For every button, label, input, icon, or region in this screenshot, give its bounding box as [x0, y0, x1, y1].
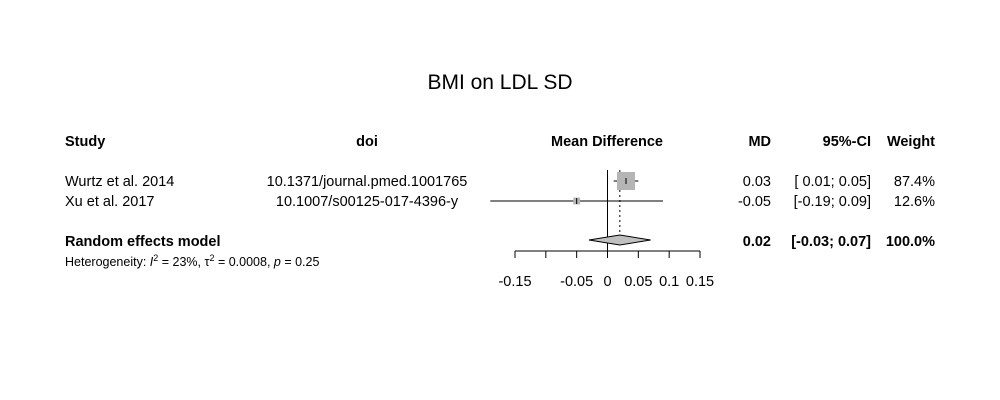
pooled-md: 0.02: [743, 234, 771, 250]
study-name-2: Xu et al. 2017: [65, 194, 155, 210]
header-doi: doi: [356, 134, 378, 150]
x-tick-label-3: 0: [603, 274, 611, 290]
study-name-1: Wurtz et al. 2014: [65, 174, 174, 190]
x-tick-label-6: 0.15: [686, 274, 714, 290]
header-weight: Weight: [887, 134, 935, 150]
chart-title: BMI on LDL SD: [427, 71, 572, 94]
study-ci-2: [-0.19; 0.09]: [794, 194, 871, 210]
x-tick-label-2: -0.05: [560, 274, 593, 290]
pooled-label: Random effects model: [65, 234, 221, 250]
study-md-1: 0.03: [743, 174, 771, 190]
pooled-diamond: [588, 234, 651, 246]
study-doi-1: 10.1371/journal.pmed.1001765: [267, 174, 468, 190]
header-study: Study: [65, 134, 105, 150]
study-ci-1: [ 0.01; 0.05]: [794, 174, 871, 190]
header-md: MD: [748, 134, 771, 150]
pooled-weight: 100.0%: [886, 234, 935, 250]
x-tick-label-5: 0.1: [659, 274, 679, 290]
study-weight-2: 12.6%: [894, 194, 935, 210]
study-doi-2: 10.1007/s00125-017-4396-y: [276, 194, 459, 210]
plot-area: -0.15 -0.05 0 0.05 0.1 0.15: [490, 170, 714, 290]
header-ci: 95%-CI: [823, 134, 871, 150]
header-mean-difference: Mean Difference: [551, 134, 663, 150]
x-tick-label-0: -0.15: [498, 274, 531, 290]
study-md-2: -0.05: [738, 194, 771, 210]
heterogeneity-text: Heterogeneity: I2 = 23%, τ2 = 0.0008, p …: [65, 253, 319, 269]
study-weight-1: 87.4%: [894, 174, 935, 190]
pooled-ci: [-0.03; 0.07]: [791, 234, 871, 250]
x-tick-label-4: 0.05: [624, 274, 652, 290]
